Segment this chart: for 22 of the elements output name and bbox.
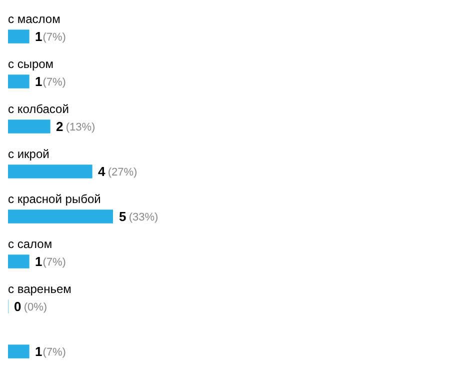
y-tick-label: с икрой (8, 146, 50, 161)
bar (8, 344, 30, 358)
y-tick-label: с салом (8, 236, 52, 251)
data-label: 5 (33%) (119, 209, 158, 224)
data-label: 1(7%) (35, 254, 66, 270)
data-label: 1(7%) (35, 344, 66, 360)
y-tick-label: с сыром (8, 56, 54, 71)
bar (8, 164, 92, 178)
data-label: 2 (13%) (56, 119, 96, 134)
y-tick-label: с маслом (8, 12, 60, 26)
data-label: 1(7%) (35, 74, 66, 90)
y-tick-label: с вареньем (8, 282, 72, 296)
y-tick-label: с колбасой (8, 102, 69, 116)
bar (8, 30, 30, 44)
bar (8, 254, 30, 268)
data-label: 1(7%) (35, 29, 66, 44)
bar (8, 120, 50, 134)
y-tick-label: с красной рыбой (8, 192, 101, 206)
bar (8, 210, 113, 224)
bar (8, 74, 30, 88)
data-label: 4 (27%) (98, 164, 138, 180)
data-label: 0 (0%) (14, 299, 48, 314)
